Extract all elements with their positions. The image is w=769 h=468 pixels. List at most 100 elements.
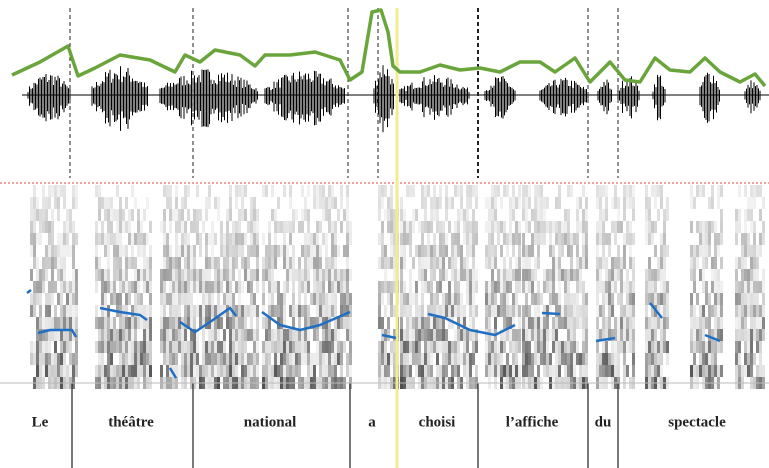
spectrogram-cell (63, 185, 66, 197)
word: national (244, 414, 297, 430)
spectrogram-cell (116, 365, 119, 377)
spectrogram-cell (116, 185, 119, 197)
spectrogram-cell (418, 245, 421, 257)
spectrogram-cell (599, 185, 602, 197)
spectrogram-cell (485, 281, 488, 293)
spectrogram-cell (143, 305, 146, 317)
spectrogram-cell (378, 185, 381, 197)
spectrogram-cell (460, 305, 463, 317)
spectrogram-cell (220, 341, 223, 353)
spectrogram-cell (226, 209, 229, 221)
spectrogram-cell (95, 221, 98, 233)
spectrogram-cell (418, 305, 421, 317)
spectrogram-cell (614, 221, 617, 233)
spectrogram-cell (277, 245, 280, 257)
spectrogram-cell (69, 305, 72, 317)
spectrogram-cell (485, 221, 488, 233)
spectrogram-cell (33, 305, 36, 317)
spectrogram-cell (271, 185, 274, 197)
spectrogram-cell (753, 317, 756, 329)
spectrogram-cell (406, 365, 409, 377)
spectrogram-cell (66, 341, 69, 353)
spectrogram-cell (666, 281, 669, 293)
spectrogram-cell (537, 305, 540, 317)
spectrogram-cell (247, 281, 250, 293)
spectrogram-cell (632, 185, 635, 197)
spectrogram-cell (400, 341, 403, 353)
spectrogram-cell (241, 257, 244, 269)
spectrogram-cell (460, 353, 463, 365)
spectrogram-cell (457, 221, 460, 233)
spectrogram-cell (623, 317, 626, 329)
spectrogram-cell (98, 353, 101, 365)
spectrogram-cell (573, 365, 576, 377)
spectrogram-cell (196, 269, 199, 281)
spectrogram-cell (277, 341, 280, 353)
spectrogram-cell (241, 305, 244, 317)
spectrogram-cell (750, 353, 753, 365)
spectrogram-cell (445, 329, 448, 341)
spectrogram-cell (457, 269, 460, 281)
spectrogram-cell (143, 341, 146, 353)
spectrogram-cell (582, 257, 585, 269)
spectrogram-cell (199, 209, 202, 221)
spectrogram-cell (596, 245, 599, 257)
spectrogram-cell (286, 329, 289, 341)
spectrogram-cell (409, 317, 412, 329)
spectrogram-cell (384, 185, 387, 197)
spectrogram-cell (393, 341, 396, 353)
spectrogram-cell (570, 365, 573, 377)
spectrogram-cell (424, 245, 427, 257)
spectrogram-cell (134, 317, 137, 329)
spectrogram-cell (469, 245, 472, 257)
spectrogram-cell (738, 209, 741, 221)
spectrogram-cell (295, 269, 298, 281)
spectrogram-cell (699, 305, 702, 317)
spectrogram-cell (488, 341, 491, 353)
spectrogram-cell (163, 209, 166, 221)
spectrogram-cell (262, 365, 265, 377)
spectrogram-cell (328, 305, 331, 317)
spectrogram-cell (693, 269, 696, 281)
spectrogram-cell (187, 233, 190, 245)
spectrogram-cell (436, 365, 439, 377)
spectrogram-cell (485, 317, 488, 329)
spectrogram-cell (98, 269, 101, 281)
spectrogram-cell (122, 269, 125, 281)
spectrogram-cell (214, 341, 217, 353)
spectrogram-cell (39, 269, 42, 281)
spectrogram-cell (744, 329, 747, 341)
spectrogram-cell (137, 317, 140, 329)
spectrogram-cell (531, 245, 534, 257)
spectrogram-cell (717, 365, 720, 377)
spectrogram-cell (573, 269, 576, 281)
spectrogram-cell (522, 233, 525, 245)
spectrogram-cell (57, 269, 60, 281)
spectrogram-cell (268, 317, 271, 329)
spectrogram-cell (346, 221, 349, 233)
spectrogram-cell (250, 269, 253, 281)
spectrogram-cell (337, 317, 340, 329)
spectrogram-cell (756, 185, 759, 197)
spectrogram-cell (202, 353, 205, 365)
spectrogram-cell (512, 305, 515, 317)
spectrogram-cell (30, 269, 33, 281)
spectrogram-cell (193, 257, 196, 269)
spectrogram-cell (134, 305, 137, 317)
spectrogram-cell (579, 353, 582, 365)
spectrogram-cell (762, 233, 765, 245)
spectrogram-cell (741, 257, 744, 269)
spectrogram-cell (433, 341, 436, 353)
spectrogram-cell (555, 269, 558, 281)
spectrogram-cell (540, 341, 543, 353)
spectrogram-cell (735, 257, 738, 269)
spectrogram-cell (334, 317, 337, 329)
spectrogram-cell (75, 269, 78, 281)
spectrogram-cell (537, 317, 540, 329)
spectrogram-cell (393, 269, 396, 281)
spectrogram-cell (651, 281, 654, 293)
spectrogram-cell (702, 365, 705, 377)
spectrogram-cell (424, 197, 427, 209)
spectrogram-cell (445, 305, 448, 317)
spectrogram-cell (585, 365, 588, 377)
